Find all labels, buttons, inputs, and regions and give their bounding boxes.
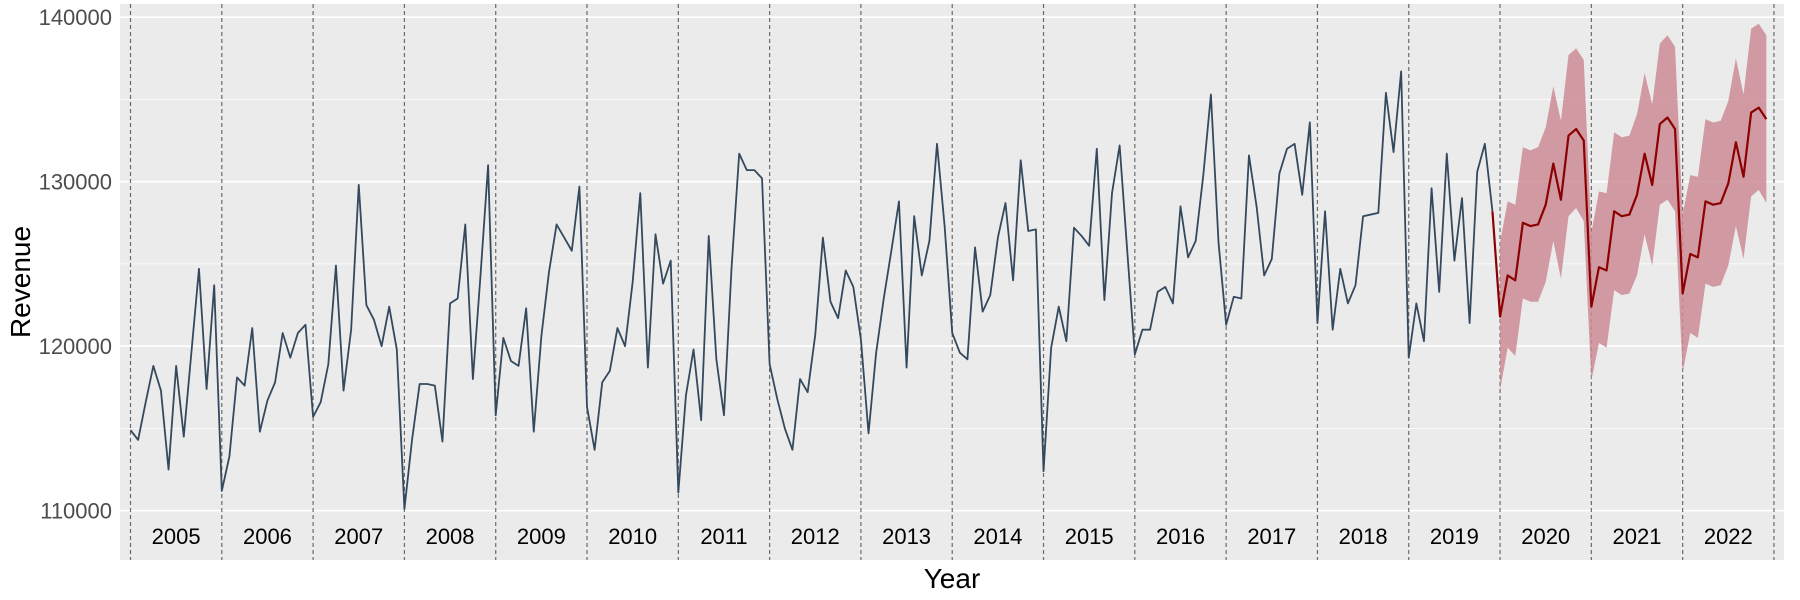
year-label: 2006 (243, 524, 292, 549)
y-tick-label: 130000 (39, 170, 112, 195)
y-axis-tick-labels: 110000 120000 130000 140000 (39, 5, 112, 523)
y-tick-label: 110000 (40, 499, 112, 524)
year-label: 2012 (791, 524, 840, 549)
year-label: 2016 (1156, 524, 1205, 549)
grid-layer (120, 16, 1784, 512)
year-label: 2017 (1247, 524, 1296, 549)
year-label: 2011 (700, 524, 747, 549)
year-label: 2007 (334, 524, 383, 549)
year-label: 2013 (882, 524, 931, 549)
year-label: 2014 (973, 524, 1022, 549)
y-tick-label: 140000 (39, 5, 112, 30)
series-line-layer (129, 70, 1768, 510)
year-label: 2022 (1704, 524, 1753, 549)
x-axis-title: Year (924, 563, 981, 594)
year-label: 2019 (1430, 524, 1479, 549)
year-label: 2020 (1521, 524, 1570, 549)
year-label: 2018 (1339, 524, 1388, 549)
y-axis-title: Revenue (5, 226, 36, 338)
y-tick-label: 120000 (39, 334, 112, 359)
forecast-line (1491, 106, 1768, 318)
year-label: 2015 (1065, 524, 1114, 549)
year-label: 2009 (517, 524, 566, 549)
year-label: 2008 (426, 524, 475, 549)
year-labels: 2005 2006 2007 2008 2009 2010 2011 2012 2013 2014… (152, 524, 1753, 549)
year-label: 2021 (1613, 524, 1662, 549)
year-label: 2005 (152, 524, 201, 549)
history-line (129, 70, 1494, 510)
year-label: 2010 (608, 524, 657, 549)
